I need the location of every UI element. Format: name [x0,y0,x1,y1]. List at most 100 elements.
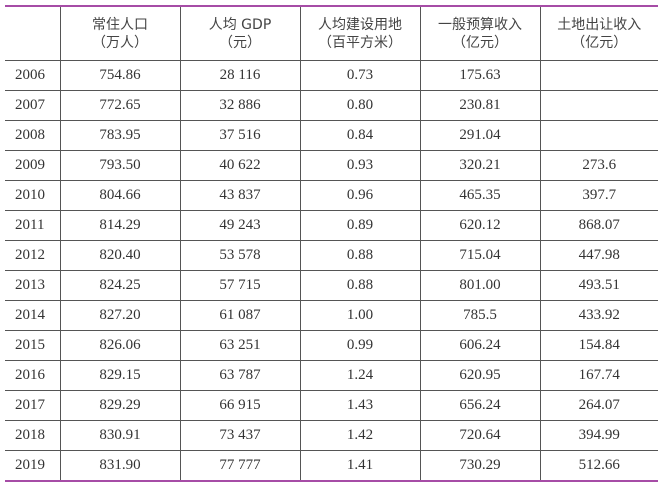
table-body: 2006 754.86 28 116 0.73 175.63 2007 772.65 32 8… [5,60,658,481]
table-row: 2015 826.06 63 251 0.99 606.24 154.84 [5,330,658,361]
header-row: 常住人口 （万人） 人均 GDP （元） 人均建设用地 （百平方米） 一般预算收入 （亿元）土… [5,6,658,61]
header-label: 一般预算收入 [438,16,522,33]
cell-budget-revenue: 320.21 [419,150,541,181]
cell-land-sale-revenue: 433.92 [539,300,658,331]
header-population: 常住人口 （万人） [59,6,181,61]
table-row: 2010 804.66 43 837 0.96 465.35 397.7 [5,180,658,211]
cell-population: 827.20 [59,300,181,331]
header-label: 人均 GDP [208,16,272,33]
header-label: 常住人口 [92,16,148,33]
table-row: 2012 820.40 53 578 0.88 715.04 447.98 [5,240,658,271]
cell-land-sale-revenue: 167.74 [539,360,658,391]
cell-budget-revenue: 730.29 [419,450,541,481]
cell-population: 804.66 [59,180,181,211]
table-row: 2019 831.90 77 777 1.41 730.29 512.66 [5,450,658,481]
cell-land-per-capita: 1.42 [299,420,421,451]
cell-land-per-capita: 0.88 [299,240,421,271]
cell-year: 2012 [5,240,61,271]
header-budget-revenue: 一般预算收入 （亿元） [419,6,541,61]
cell-budget-revenue: 465.35 [419,180,541,211]
cell-land-per-capita: 0.73 [299,60,421,91]
cell-land-sale-revenue: 512.66 [539,450,658,481]
cell-land-per-capita: 1.41 [299,450,421,481]
cell-budget-revenue: 785.5 [419,300,541,331]
table-row: 2013 824.25 57 715 0.88 801.00 493.51 [5,270,658,301]
cell-year: 2014 [5,300,61,331]
cell-population: 830.91 [59,420,181,451]
table-row: 2007 772.65 32 886 0.80 230.81 [5,90,658,121]
cell-land-sale-revenue: 447.98 [539,240,658,271]
cell-gdp-per-capita: 73 437 [179,420,301,451]
cell-land-per-capita: 0.80 [299,90,421,121]
cell-gdp-per-capita: 43 837 [179,180,301,211]
cell-land-sale-revenue: 397.7 [539,180,658,211]
cell-gdp-per-capita: 49 243 [179,210,301,241]
cell-year: 2011 [5,210,61,241]
cell-year: 2015 [5,330,61,361]
cell-budget-revenue: 175.63 [419,60,541,91]
header-label: 土地出让收入 [557,16,642,33]
cell-population: 793.50 [59,150,181,181]
cell-gdp-per-capita: 28 116 [179,60,301,91]
cell-budget-revenue: 291.04 [419,120,541,151]
cell-land-per-capita: 0.99 [299,330,421,361]
table-row: 2008 783.95 37 516 0.84 291.04 [5,120,658,151]
cell-year: 2018 [5,420,61,451]
cell-land-per-capita: 0.96 [299,180,421,211]
cell-land-per-capita: 0.89 [299,210,421,241]
header-land-per-capita: 人均建设用地 （百平方米） [299,6,421,61]
cell-land-sale-revenue: 394.99 [539,420,658,451]
cell-population: 831.90 [59,450,181,481]
cell-gdp-per-capita: 40 622 [179,150,301,181]
cell-gdp-per-capita: 63 251 [179,330,301,361]
header-unit: （元） [219,34,261,51]
cell-population: 772.65 [59,90,181,121]
table-row: 2009 793.50 40 622 0.93 320.21 273.6 [5,150,658,181]
cell-year: 2019 [5,450,61,481]
cell-land-per-capita: 0.93 [299,150,421,181]
cell-year: 2009 [5,150,61,181]
table-row: 2006 754.86 28 116 0.73 175.63 [5,60,658,91]
cell-land-sale-revenue [539,60,658,91]
cell-population: 783.95 [59,120,181,151]
table-row: 2017 829.29 66 915 1.43 656.24 264.07 [5,390,658,421]
cell-year: 2013 [5,270,61,301]
cell-budget-revenue: 801.00 [419,270,541,301]
cell-budget-revenue: 606.24 [419,330,541,361]
header-year [5,6,61,61]
header-unit: （百平方米） [318,34,402,51]
cell-land-sale-revenue: 264.07 [539,390,658,421]
table-row: 2011 814.29 49 243 0.89 620.12 868.07 [5,210,658,241]
table-row: 2014 827.20 61 087 1.00 785.5 433.92 [5,300,658,331]
cell-population: 829.29 [59,390,181,421]
cell-population: 814.29 [59,210,181,241]
cell-population: 754.86 [59,60,181,91]
cell-land-sale-revenue: 493.51 [539,270,658,301]
cell-land-per-capita: 1.24 [299,360,421,391]
cell-budget-revenue: 720.64 [419,420,541,451]
cell-budget-revenue: 620.95 [419,360,541,391]
cell-gdp-per-capita: 66 915 [179,390,301,421]
cell-land-per-capita: 1.43 [299,390,421,421]
cell-budget-revenue: 620.12 [419,210,541,241]
cell-land-sale-revenue: 273.6 [539,150,658,181]
cell-gdp-per-capita: 57 715 [179,270,301,301]
cell-budget-revenue: 656.24 [419,390,541,421]
cell-year: 2006 [5,60,61,91]
header-unit: （亿元） [452,34,508,51]
header-gdp-per-capita: 人均 GDP （元） [179,6,301,61]
cell-land-per-capita: 0.88 [299,270,421,301]
cell-population: 829.15 [59,360,181,391]
cell-land-sale-revenue: 154.84 [539,330,658,361]
cell-budget-revenue: 230.81 [419,90,541,121]
cell-gdp-per-capita: 32 886 [179,90,301,121]
header-unit: （亿元） [571,34,628,51]
cell-gdp-per-capita: 53 578 [179,240,301,271]
table-row: 2018 830.91 73 437 1.42 720.64 394.99 [5,420,658,451]
table-row: 2016 829.15 63 787 1.24 620.95 167.74 [5,360,658,391]
cell-population: 820.40 [59,240,181,271]
cell-land-per-capita: 0.84 [299,120,421,151]
cell-land-sale-revenue: 868.07 [539,210,658,241]
cell-gdp-per-capita: 61 087 [179,300,301,331]
cell-budget-revenue: 715.04 [419,240,541,271]
